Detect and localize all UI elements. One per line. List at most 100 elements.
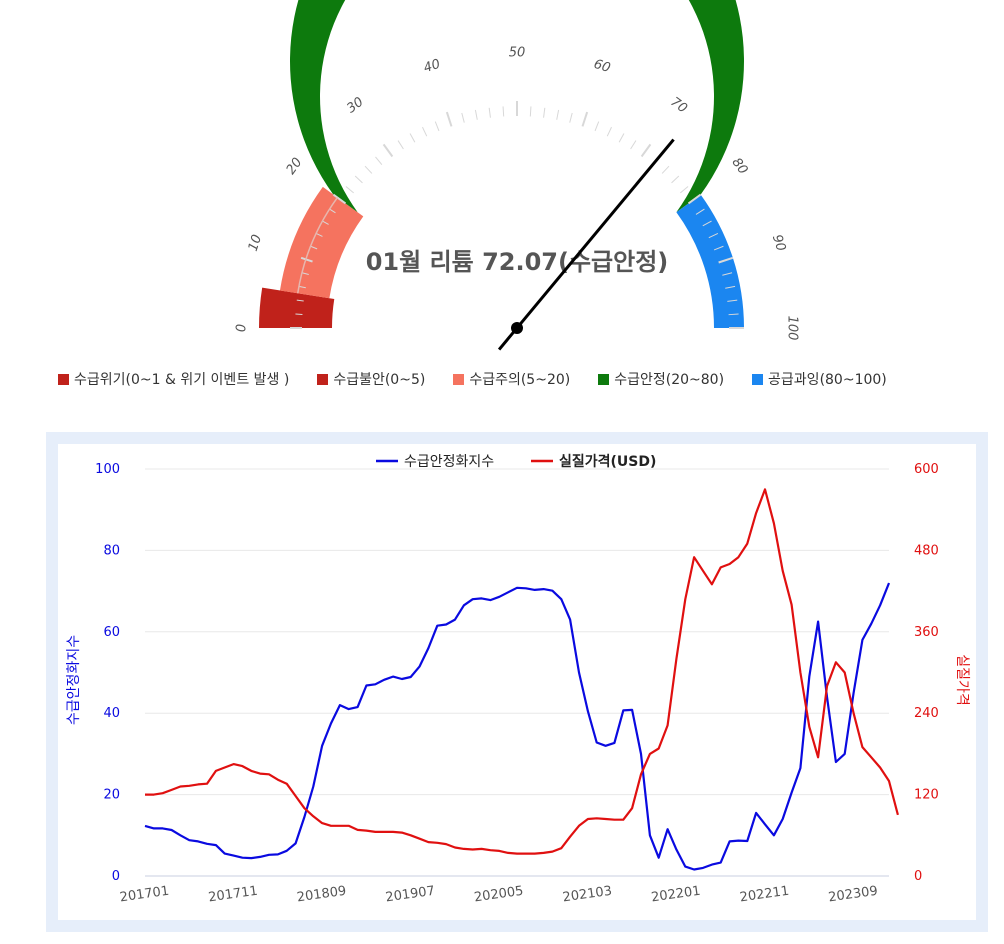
y-axis-right-label: 실질가격 xyxy=(954,654,970,706)
gauge-band-0 xyxy=(259,287,335,328)
x-tick-label: 202103 xyxy=(562,884,613,906)
gauge-tick xyxy=(298,285,306,289)
gauge-tick-label: 10 xyxy=(246,233,265,253)
gauge-legend: 수급위기(0~1 & 위기 이벤트 발생 ) 수급불안(0~5) 수급주의(5~20… xyxy=(58,369,915,389)
gauge-tick xyxy=(569,112,573,123)
chart-grid xyxy=(145,468,889,877)
chart-panel xyxy=(46,432,988,932)
gauge-tick-label: 30 xyxy=(344,95,366,117)
chart-legend-item-1[interactable]: 실질가격(USD) xyxy=(531,453,656,470)
gauge-tick xyxy=(661,165,670,174)
gauge-tick xyxy=(422,126,428,137)
y-right-tick-label: 360 xyxy=(914,625,939,640)
y-left-tick-label: 40 xyxy=(103,706,120,721)
gauge-tick-label: 90 xyxy=(769,233,788,253)
series-lines xyxy=(144,488,899,871)
legend-item-2[interactable]: 수급주의(5~20) xyxy=(453,369,570,389)
gauge-label: 01월 리튬 72.07(수급안정) xyxy=(366,248,669,276)
legend-item-0[interactable]: 수급위기(0~1 & 위기 이벤트 발생 ) xyxy=(58,369,289,389)
needle-line xyxy=(497,138,675,351)
legend-label: 수급주의(5~20) xyxy=(469,372,571,388)
series-line-1 xyxy=(145,488,899,855)
legend-label: 수급위기(0~1 & 위기 이벤트 발생 ) xyxy=(74,372,290,388)
gauge-tick xyxy=(300,256,313,263)
gauge-tick xyxy=(301,272,309,276)
legend-item-3[interactable]: 수급안정(20~80) xyxy=(598,369,724,389)
y-left-tick-label: 80 xyxy=(103,543,120,558)
y-right-tick-label: 600 xyxy=(914,462,939,477)
gauge-tick xyxy=(556,109,560,120)
gauge-tick xyxy=(594,121,600,132)
gauge-tick xyxy=(543,107,546,118)
gauge-tick xyxy=(322,220,329,225)
gauge-tick-label: 80 xyxy=(729,155,751,177)
gauge-tick xyxy=(409,133,416,143)
gauge-tick xyxy=(434,121,440,132)
legend-label: 공급과잉(80~100) xyxy=(768,372,887,388)
gauge-tick xyxy=(529,106,532,117)
gauge-needle xyxy=(497,138,675,351)
gauge-band-3 xyxy=(676,194,744,328)
legend-swatch xyxy=(453,373,465,385)
gauge-tick xyxy=(364,165,373,174)
gauge-tick xyxy=(581,111,589,127)
gauge-tick xyxy=(375,156,383,165)
right-axis: 0 120 240 360 480 600 xyxy=(914,462,939,884)
gauge-band-2 xyxy=(290,0,744,213)
gauge-tick-label: 50 xyxy=(509,46,526,61)
y-left-tick-label: 60 xyxy=(103,625,120,640)
gauge-tick xyxy=(606,126,612,137)
gauge-tick xyxy=(713,245,724,251)
gauge-band-inner-line xyxy=(296,197,339,294)
gauge-tick xyxy=(671,175,680,184)
x-tick-label: 202201 xyxy=(650,884,701,906)
series-line-0 xyxy=(144,582,891,871)
gauge-tick xyxy=(461,112,465,123)
gauge-tick-label: 20 xyxy=(284,155,306,177)
legend-item-4[interactable]: 공급과잉(80~100) xyxy=(752,369,887,389)
gauge-tick xyxy=(382,143,394,158)
gauge: 0 10 20 30 40 50 60 70 80 90 100 01월 리튬 72.07(수급안정… xyxy=(235,0,800,351)
chart-legend-label: 수급안정화지수 xyxy=(404,454,494,470)
gauge-tick xyxy=(680,186,689,194)
x-tick-label: 202211 xyxy=(739,884,790,906)
chart-legend-label: 실질가격(USD) xyxy=(559,453,656,470)
gauge-ticks xyxy=(290,101,744,329)
legend-item-1[interactable]: 수급불안(0~5) xyxy=(317,369,425,389)
x-axis: 201701 201711 201809 201907 202005 202103 2022… xyxy=(119,884,879,906)
gauge-tick xyxy=(345,186,354,194)
gauge-tick xyxy=(502,106,505,117)
gauge-tick xyxy=(708,233,719,239)
gauge-tick xyxy=(718,256,734,264)
gauge-tick xyxy=(618,133,625,143)
gauge-tick xyxy=(702,220,712,227)
gauge-tick xyxy=(354,175,363,184)
gauge-tick-label: 0 xyxy=(235,324,250,332)
gauge-tick xyxy=(687,193,702,205)
gauge-tick xyxy=(488,107,491,118)
gauge-tick xyxy=(296,299,304,302)
gauge-tick xyxy=(727,299,738,302)
gauge-tick xyxy=(315,233,323,237)
legend-label: 수급안정(20~80) xyxy=(614,372,725,388)
gauge-tick xyxy=(640,143,652,158)
y-right-tick-label: 240 xyxy=(914,706,939,721)
x-tick-label: 202309 xyxy=(827,884,878,906)
needle-pivot xyxy=(511,322,523,334)
x-tick-label: 202005 xyxy=(473,884,524,906)
x-tick-label: 201907 xyxy=(385,884,436,906)
legend-swatch xyxy=(317,373,329,385)
gauge-tick xyxy=(474,109,478,120)
gauge-bands xyxy=(259,0,744,328)
gauge-band-1 xyxy=(279,186,364,299)
y-right-tick-label: 0 xyxy=(914,869,922,884)
gauge-tick xyxy=(728,313,739,316)
gauge-tick-label: 60 xyxy=(592,57,612,76)
y-left-tick-label: 100 xyxy=(95,462,120,477)
chart-legend-item-0[interactable]: 수급안정화지수 xyxy=(376,454,494,470)
chart-legend[interactable]: 수급안정화지수 실질가격(USD) xyxy=(376,453,656,470)
y-axis-left-label: 수급안정화지수 xyxy=(66,635,82,725)
chart-panel-inner xyxy=(58,444,976,920)
gauge-tick xyxy=(630,140,637,150)
